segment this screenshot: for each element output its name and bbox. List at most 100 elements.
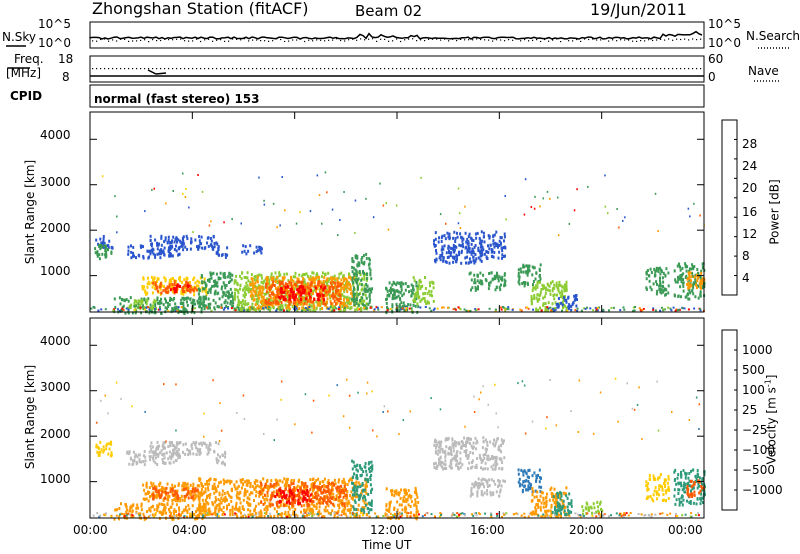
- cpid-label: CPID: [10, 89, 43, 103]
- nave-tick-bottom: 0: [708, 70, 716, 84]
- power-heatmap: [90, 171, 706, 315]
- power-ytick-2000: 2000: [40, 221, 71, 235]
- power-ground-strip: [90, 306, 705, 312]
- velocity-cbar-tick-0: 1000: [742, 343, 773, 357]
- velocity-region-14: [469, 477, 506, 498]
- power-region-3: [149, 234, 220, 252]
- power-region-4: [215, 246, 229, 259]
- power-ytick-4000: 4000: [40, 128, 71, 142]
- freq-label: Freq.: [14, 52, 44, 66]
- velocity-ytick-4000: 4000: [40, 334, 71, 348]
- cpid-text: normal (fast stereo) 153: [94, 92, 260, 106]
- velocity-ytick-3000: 3000: [40, 380, 71, 394]
- power-region-14: [264, 280, 343, 306]
- freq-dip: [147, 69, 167, 75]
- velocity-region-11: [351, 459, 374, 517]
- noise-panel-frame: [89, 21, 705, 49]
- beam-label: Beam 02: [355, 2, 423, 20]
- velocity-cbar-tick-4: −25: [742, 423, 768, 437]
- velocity-region-8: [233, 477, 369, 519]
- power-region-25: [645, 266, 670, 297]
- power-cbar-tick-5: 8: [742, 249, 750, 263]
- velocity-cbar-tick-5: −100: [742, 443, 775, 457]
- noise-sky-label: N.Sky: [2, 30, 37, 44]
- noise-right-tick-bottom: 10^0: [708, 36, 741, 50]
- velocity-region-18: [581, 500, 604, 516]
- power-cbar-tick-6: 4: [742, 271, 750, 285]
- velocity-panel-frame: [89, 317, 705, 519]
- power-region-1: [94, 243, 113, 261]
- power-region-5: [241, 244, 263, 256]
- velocity-sparse-echoes: [95, 377, 701, 443]
- power-cbar-tick-4: 12: [742, 227, 758, 241]
- power-cbar-tick-1: 24: [742, 159, 758, 173]
- power-cbar-tick-3: 16: [742, 205, 758, 219]
- velocity-region-0: [95, 440, 113, 458]
- freq-tick-bottom: 8: [62, 70, 70, 84]
- velocity-region-5: [151, 486, 199, 501]
- power-ytick-3000: 3000: [40, 175, 71, 189]
- power-region-18: [412, 276, 435, 306]
- velocity-cbar-tick-3: 25: [742, 403, 758, 417]
- power-cbar-tick-0: 28: [742, 137, 758, 151]
- power-region-2: [127, 244, 181, 260]
- power-region-21: [468, 271, 507, 292]
- power-region-27: [686, 271, 706, 290]
- velocity-cbar-frame: [721, 329, 738, 511]
- power-region-24: [555, 294, 578, 310]
- date-label: 19/Jun/2011: [590, 0, 687, 19]
- velocity-region-10: [274, 488, 312, 506]
- velocity-ytick-2000: 2000: [40, 427, 71, 441]
- xlabel: Time UT: [362, 538, 412, 552]
- velocity-colorbar: [721, 329, 738, 511]
- power-region-15: [278, 285, 327, 302]
- velocity-region-13: [433, 436, 506, 471]
- power-sparse-echoes: [101, 171, 705, 237]
- velocity-region-15: [517, 468, 543, 494]
- velocity-cbar-tick-1: 500: [742, 363, 765, 377]
- power-cbar-frame: [721, 119, 738, 296]
- xtick-3: 12:00: [370, 523, 405, 537]
- power-region-26: [673, 262, 706, 301]
- power-region-17: [385, 280, 420, 315]
- velocity-region-12: [384, 486, 420, 521]
- noise-left-tick-top: 10^5: [38, 17, 71, 31]
- xtick-5: 20:00: [569, 523, 604, 537]
- xtick-0: 00:00: [73, 523, 108, 537]
- station-title: Zhongshan Station (fitACF): [92, 0, 309, 18]
- velocity-region-7: [197, 477, 236, 517]
- noise-sky-trace: [89, 30, 703, 40]
- velocity-region-19: [645, 473, 671, 503]
- xtick-2: 08:00: [271, 523, 306, 537]
- power-region-19: [433, 230, 484, 265]
- nave-tick-top: 60: [708, 52, 724, 66]
- power-region-23: [530, 280, 568, 313]
- power-region-8: [169, 283, 190, 294]
- power-region-0: [95, 235, 114, 250]
- freq-panel-frame: [89, 55, 705, 83]
- velocity-cbar-tick-7: −1000: [742, 483, 783, 497]
- velocity-cbar-tick-6: −500: [742, 463, 775, 477]
- power-region-16: [351, 252, 374, 310]
- power-region-20: [478, 230, 507, 260]
- velocity-region-2: [149, 440, 220, 457]
- noise-left-tick-bottom: 10^0: [38, 36, 71, 50]
- velocity-region-3: [215, 450, 227, 467]
- noise-right-tick-top: 10^5: [708, 17, 741, 31]
- nave-label: Nave: [748, 64, 779, 78]
- velocity-heatmap: [92, 377, 706, 521]
- velocity-ground-strip: [92, 512, 700, 518]
- cpid-panel-frame: [89, 84, 705, 108]
- velocity-ytick-1000: 1000: [40, 472, 71, 486]
- xtick-4: 16:00: [470, 523, 505, 537]
- aux-traces: [89, 30, 704, 77]
- velocity-region-17: [551, 491, 573, 517]
- axis-ticks: [89, 112, 705, 518]
- velocity-cbar-tick-2: 100: [742, 383, 765, 397]
- power-cbar-tick-2: 20: [742, 181, 758, 195]
- noise-search-label: N.Search: [746, 29, 800, 43]
- power-region-22: [517, 263, 542, 288]
- power-ytick-1000: 1000: [40, 264, 71, 278]
- freq-tick-top: 18: [58, 52, 74, 66]
